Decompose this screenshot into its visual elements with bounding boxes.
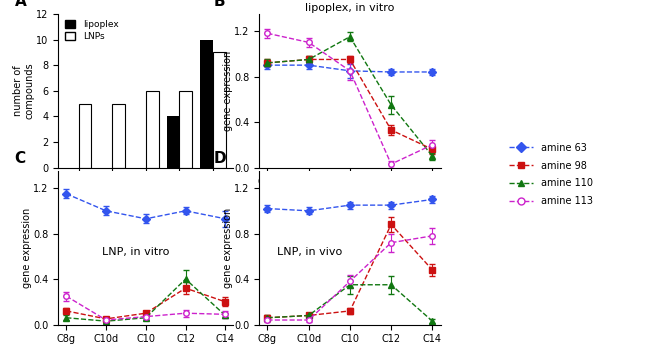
Text: LNP, in vitro: LNP, in vitro: [102, 247, 169, 258]
Legend: amine 63, amine 98, amine 110, amine 113: amine 63, amine 98, amine 110, amine 113: [507, 141, 595, 208]
X-axis label: alkyl chains with
>50% silencing: alkyl chains with >50% silencing: [105, 188, 187, 210]
Text: D: D: [214, 151, 226, 166]
Y-axis label: gene expression: gene expression: [223, 51, 233, 131]
Text: LNP, in vivo: LNP, in vivo: [277, 247, 343, 258]
Y-axis label: gene expression: gene expression: [22, 208, 32, 288]
Bar: [146, 91, 159, 168]
Y-axis label: number of
compounds: number of compounds: [13, 62, 35, 119]
Bar: [112, 104, 125, 168]
Legend: lipoplex, LNPs: lipoplex, LNPs: [63, 18, 121, 43]
Bar: [78, 104, 91, 168]
Text: B: B: [214, 0, 226, 9]
Title: lipoplex, in vitro: lipoplex, in vitro: [305, 3, 395, 13]
Y-axis label: gene expression: gene expression: [223, 208, 233, 288]
Text: A: A: [14, 0, 27, 9]
Bar: [213, 52, 226, 168]
Text: C: C: [14, 151, 26, 166]
Bar: [200, 39, 213, 168]
Bar: [167, 116, 179, 168]
Bar: [179, 91, 192, 168]
